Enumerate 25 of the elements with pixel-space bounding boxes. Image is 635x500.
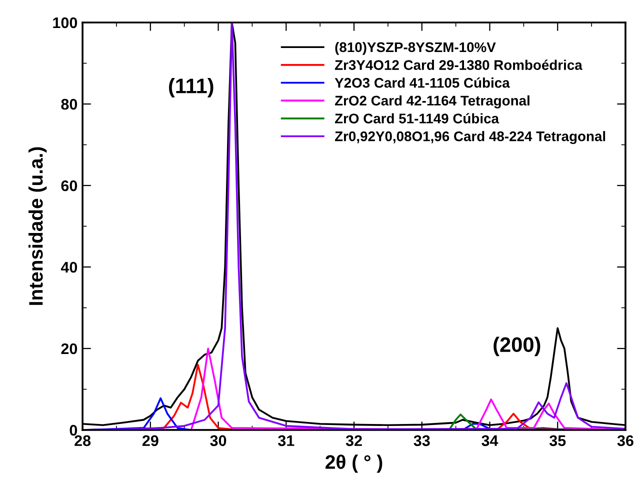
y-tick-label: 100	[53, 17, 78, 28]
y-tick-label: 40	[60, 262, 78, 273]
legend-label: (810)YSZP-8YSZM-10%V	[335, 42, 496, 55]
x-tick-label: 31	[278, 435, 294, 446]
annotation: (111)	[169, 78, 214, 98]
x-tick-label: 33	[414, 435, 430, 446]
legend-label: Y2O3 Card 41-1105 Cúbica	[334, 77, 510, 88]
x-tick-label: 32	[346, 435, 362, 446]
x-tick-label: 36	[617, 435, 634, 446]
y-tick-label: 20	[61, 343, 78, 354]
annotation: (200)	[494, 336, 540, 356]
x-tick-label: 35	[549, 435, 566, 446]
y-tick-label: 80	[61, 98, 78, 110]
x-tick-label: 29	[142, 435, 158, 446]
y-axis-title: Intensidade (u.a.)	[28, 147, 47, 305]
y-tick-label: 60	[61, 180, 78, 192]
legend-label: Zr0,92Y0,08O1,96 Card 48-224 Tetragonal	[334, 131, 606, 144]
legend-label: Zr3Y4O12 Card 29-1380 Romboédrica	[334, 60, 582, 70]
x-tick-label: 30	[210, 435, 226, 446]
x-axis-title: 2θ ( ° )	[326, 454, 382, 473]
x-tick-label: 34	[482, 435, 498, 446]
y-tick-label: 0	[70, 424, 78, 436]
legend-label: ZrO Card 51-1149 Cúbica	[334, 113, 500, 124]
legend-label: ZrO2 Card 42-1164 Tetragonal	[334, 95, 530, 108]
x-tick-label: 28	[74, 435, 91, 446]
